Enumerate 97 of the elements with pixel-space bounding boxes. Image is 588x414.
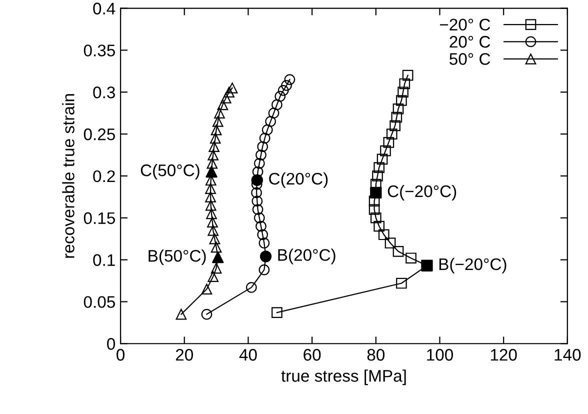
point: [278, 85, 289, 96]
point: [284, 74, 296, 85]
point: [402, 70, 414, 81]
point: [258, 264, 270, 276]
point: [209, 233, 220, 244]
point: [251, 187, 262, 198]
point: [208, 271, 219, 282]
point: [380, 145, 391, 156]
point: [372, 170, 383, 182]
y-tick-label: 0.1: [93, 254, 115, 266]
point: [396, 278, 407, 289]
point: [254, 212, 265, 224]
annotation: C(50°C): [140, 164, 200, 180]
point: [252, 196, 263, 207]
point: [258, 238, 270, 248]
x-tick-label: 60: [304, 348, 321, 361]
legend-label: 20° C: [450, 36, 490, 48]
point: [205, 183, 216, 194]
y-tick-label: 0.25: [84, 128, 115, 140]
point: [406, 252, 416, 264]
point: [370, 212, 382, 224]
point: [386, 128, 398, 140]
y-tick-label: 0.35: [84, 44, 115, 56]
point: [265, 116, 276, 127]
point: [252, 166, 264, 178]
x-tick-label: 120: [490, 348, 517, 361]
point: [246, 282, 257, 293]
point: [378, 229, 390, 240]
x-axis-title: true stress [MPa]: [281, 370, 406, 386]
point: [214, 108, 225, 118]
point: [274, 90, 286, 102]
y-axis-title: recoverable true strain: [62, 94, 74, 258]
y-tick-label: 0.2: [93, 170, 115, 182]
point: [208, 225, 219, 236]
annotation: C(−20°C): [388, 184, 456, 200]
point: [208, 141, 220, 152]
point: [205, 200, 216, 211]
point: [220, 92, 232, 104]
point: [376, 154, 388, 165]
point: [368, 196, 380, 207]
x-tick-label: 140: [554, 348, 581, 361]
x-tick-label: 20: [176, 348, 193, 361]
point: [272, 307, 282, 318]
point: [391, 112, 402, 123]
point: [206, 208, 217, 220]
annotation: B(−20°C): [439, 258, 506, 274]
point: [207, 216, 218, 228]
point: [254, 158, 265, 169]
point: [257, 141, 268, 152]
y-tick-label: 0.15: [84, 212, 115, 224]
point: [257, 229, 268, 240]
point: [256, 150, 266, 160]
point: [396, 95, 407, 106]
annotation: C(20°C): [269, 172, 328, 188]
point: [392, 246, 404, 257]
x-tick-label: 0: [116, 348, 125, 361]
point: [256, 220, 266, 232]
point: [224, 86, 234, 98]
point: [208, 150, 219, 160]
point: [383, 137, 394, 148]
point: [262, 124, 273, 136]
annotation: B(20°C): [278, 248, 336, 264]
x-tick-label: 100: [427, 348, 453, 361]
point: [210, 132, 221, 144]
annotation: B(50°C): [148, 250, 206, 266]
point: [368, 204, 380, 215]
point: [226, 82, 238, 94]
x-tick-label: 80: [367, 348, 385, 361]
point: [201, 284, 212, 295]
legend-label: 50° C: [450, 53, 490, 65]
point: [259, 132, 270, 144]
point: [392, 103, 404, 114]
y-tick-label: 0.4: [93, 2, 116, 14]
y-tick-label: 0.05: [84, 296, 115, 308]
point: [281, 80, 292, 91]
point: [201, 308, 212, 320]
y-tick-label: 0.3: [93, 86, 115, 98]
x-tick-label: 40: [239, 348, 257, 361]
point: [390, 120, 400, 132]
point: [272, 99, 282, 110]
point: [384, 238, 396, 248]
point: [374, 220, 385, 232]
point: [217, 99, 228, 110]
point: [176, 308, 187, 320]
point: [398, 86, 408, 98]
point: [212, 116, 224, 127]
point: [206, 158, 218, 169]
point: [374, 162, 385, 173]
point: [210, 242, 222, 253]
point: [268, 108, 280, 118]
point: [205, 191, 216, 202]
legend-label: −20° C: [440, 18, 490, 31]
point: [210, 262, 222, 274]
point: [399, 78, 410, 90]
point: [210, 124, 222, 136]
y-tick-label: 0: [107, 338, 116, 350]
point: [252, 204, 264, 215]
